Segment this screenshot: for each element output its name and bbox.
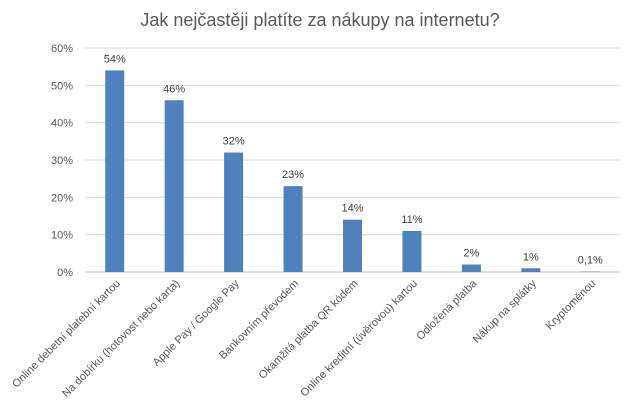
chart-title: Jak nejčastěji platíte za nákupy na inte… [140,10,500,30]
x-tick-label: Na dobírku (hotovost nebo karta) [60,278,182,400]
data-label: 54% [104,53,126,65]
bar [164,100,184,273]
data-label: 23% [282,169,304,181]
y-tick-label: 60% [51,43,73,55]
x-tick-label: Online kreditní (úvěrovou) kartou [298,278,420,400]
y-tick-label: 50% [51,80,73,92]
bar [402,230,422,272]
data-label: 46% [163,83,185,95]
bar [283,186,303,272]
data-label: 11% [401,214,422,226]
bars [105,70,600,273]
x-tick-label: Kryptoměnou [544,278,599,333]
y-tick-label: 10% [51,230,73,242]
bar [224,152,244,272]
y-tick-label: 0% [57,267,73,279]
data-label: 1% [523,251,539,263]
data-labels: 54% 46% 32% 23% 14% 11% 2% 1% 0,1% [104,53,603,266]
bar [461,264,481,272]
data-label: 32% [223,136,245,148]
y-tick-label: 40% [51,118,73,130]
x-tick-label: Nákup na splátky [471,277,540,346]
x-tick-label: Okamžitá platba QR kódem [257,278,361,382]
bar [105,70,125,273]
bar [521,268,541,272]
data-label: 14% [341,203,363,215]
data-label: 2% [463,248,479,260]
bar [343,219,362,272]
x-tick-label: Online debetní platební kartou [10,278,123,391]
y-axis: 0% 10% 20% 30% 40% 50% 60% [51,43,73,279]
x-tick-label: Odložená platba [414,277,480,343]
data-label: 0,1% [578,255,603,267]
y-tick-label: 30% [51,155,73,167]
y-tick-label: 20% [51,192,73,204]
